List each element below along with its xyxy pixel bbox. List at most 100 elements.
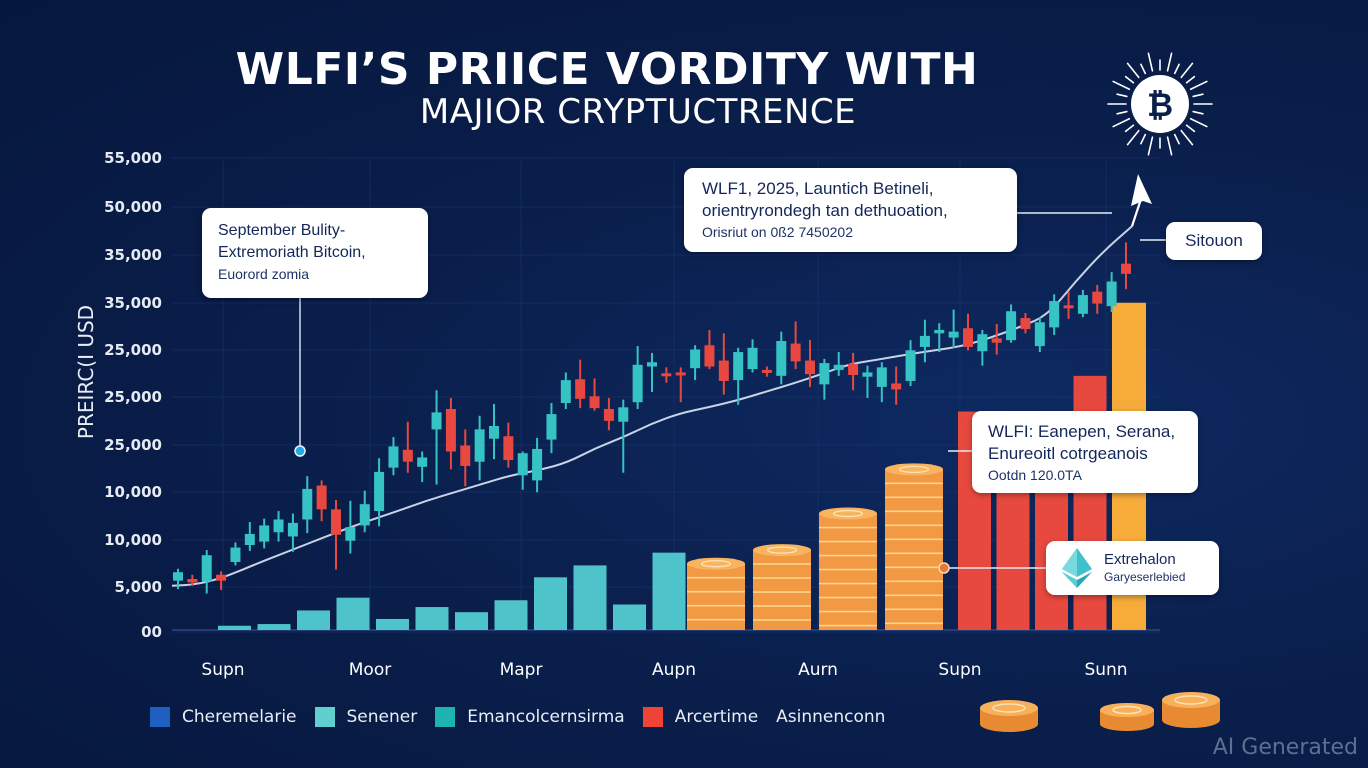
candle-bearish <box>316 480 327 522</box>
candle-body <box>905 350 916 381</box>
x-tick-label: Supn <box>938 660 982 680</box>
candle-body <box>919 335 930 347</box>
sun-ray <box>1126 62 1140 79</box>
volume-bar <box>257 624 291 630</box>
legend-label: Arcertime <box>674 707 759 727</box>
candle-bearish <box>848 352 859 391</box>
candle-bullish <box>230 542 241 566</box>
sun-ray <box>1124 75 1135 84</box>
candle-bullish <box>517 451 528 490</box>
candle-bearish <box>460 429 471 487</box>
candle-body <box>201 555 212 582</box>
chart-title: WLFI’S PRIICE VORDITY WITH <box>235 44 979 95</box>
x-tick-label: Moor <box>348 660 392 680</box>
sun-ray <box>1112 80 1131 91</box>
sun-ray <box>1185 124 1196 133</box>
callout-september-line1: September Bulity- <box>218 222 346 239</box>
candle-body <box>187 579 198 583</box>
candle-body <box>532 448 543 481</box>
candle-body <box>862 372 873 377</box>
sun-ray <box>1116 93 1128 98</box>
legend-item: Emancolcernsirma <box>435 707 625 727</box>
candle-body <box>302 488 313 520</box>
candle-body <box>618 407 629 422</box>
coin-stack-body <box>885 469 943 630</box>
candle-body <box>675 372 686 376</box>
candle-body <box>1077 295 1088 314</box>
y-tick-label: 25,000 <box>104 436 162 454</box>
candle-body <box>316 485 327 510</box>
callout-launch-line2: orientryrondegh tan dethuoation, <box>702 201 948 220</box>
legend-item: Arcertime <box>642 707 759 727</box>
candle-bullish <box>1034 317 1045 353</box>
callout-sitouon-label: Sitouon <box>1185 231 1243 250</box>
volume-bar <box>652 552 686 630</box>
volume-bar <box>573 565 607 630</box>
chart-subtitle: MAJIOR CRYPTUCTRENCE <box>419 92 857 132</box>
candle-body <box>603 409 614 421</box>
candle-bullish <box>302 476 313 534</box>
candle-bearish <box>402 421 413 473</box>
candle-body <box>991 338 1002 343</box>
candle-bullish <box>546 403 557 454</box>
candle-body <box>388 446 399 468</box>
candle-body <box>259 525 270 542</box>
candle-body <box>848 363 859 375</box>
candle-body <box>1020 318 1031 330</box>
candle-body <box>876 367 887 387</box>
sun-ray <box>1180 62 1194 79</box>
candle-body <box>474 429 485 462</box>
sun-ray <box>1124 124 1135 133</box>
coin-stack-bar <box>885 463 943 630</box>
coin-emblem <box>766 546 798 554</box>
sun-ray <box>1192 110 1204 115</box>
y-tick-label: 35,000 <box>104 294 162 312</box>
candle-body <box>546 414 557 440</box>
candle-body <box>589 396 600 409</box>
candle-body <box>575 379 586 399</box>
legend-item: Senener <box>314 707 417 727</box>
bitcoin-sunburst-icon: ₿ <box>1107 52 1213 156</box>
candle-body <box>1063 305 1074 309</box>
candle-bullish <box>919 319 930 363</box>
candle-body <box>417 457 428 467</box>
sun-ray <box>1180 129 1194 146</box>
callout-september: September Bulity- Extremoriath Bitcoin, … <box>202 208 428 298</box>
candle-body <box>661 373 672 377</box>
candle-body <box>431 412 442 430</box>
legend-item: Asinnenconn <box>776 707 885 727</box>
candle-body <box>230 547 241 562</box>
y-tick-label: 50,000 <box>104 198 162 216</box>
candle-body <box>776 341 787 376</box>
candle-bullish <box>905 340 916 387</box>
volume-bar <box>613 604 646 630</box>
candle-body <box>560 380 571 404</box>
candle-bullish <box>345 500 356 554</box>
candle-body <box>1106 281 1117 307</box>
candle-bearish <box>589 378 600 411</box>
bitcoin-symbol: ₿ <box>1147 86 1173 124</box>
callout-wlfi-line2: Enureoitl cotrgeanois <box>988 444 1148 463</box>
sun-ray <box>1147 136 1154 156</box>
candle-body <box>690 349 701 369</box>
sun-ray <box>1147 52 1154 72</box>
candle-body <box>761 369 772 373</box>
candle-body <box>934 329 945 334</box>
candle-body <box>1121 263 1131 274</box>
candle-body <box>963 328 973 347</box>
trend-line <box>171 225 1133 587</box>
legend: Cheremelarie Senener Emancolcernsirma Ar… <box>150 700 903 734</box>
coin-stack-bar <box>819 507 877 630</box>
candle-bearish <box>187 574 198 586</box>
candle-bearish <box>1063 291 1074 319</box>
candle-bullish <box>747 339 758 373</box>
candle-bullish <box>532 437 543 493</box>
candle-body <box>733 352 744 381</box>
callout-wlfi-line3: Ootdn 120.0TA <box>988 467 1082 483</box>
coin-top <box>819 507 877 520</box>
volume-bar <box>534 577 567 630</box>
candle-bullish <box>819 358 830 400</box>
volume-bar <box>376 618 409 630</box>
candle-body <box>977 334 988 352</box>
candle-body <box>244 533 255 545</box>
